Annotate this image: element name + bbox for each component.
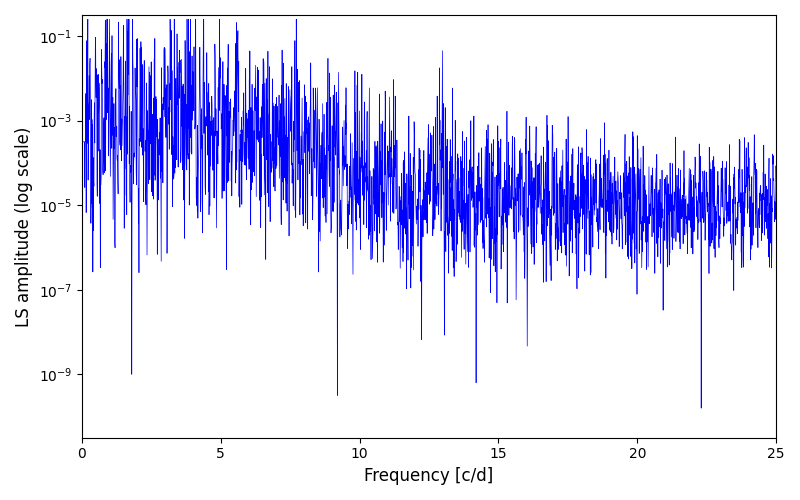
X-axis label: Frequency [c/d]: Frequency [c/d] [364,467,494,485]
Y-axis label: LS amplitude (log scale): LS amplitude (log scale) [15,126,33,326]
